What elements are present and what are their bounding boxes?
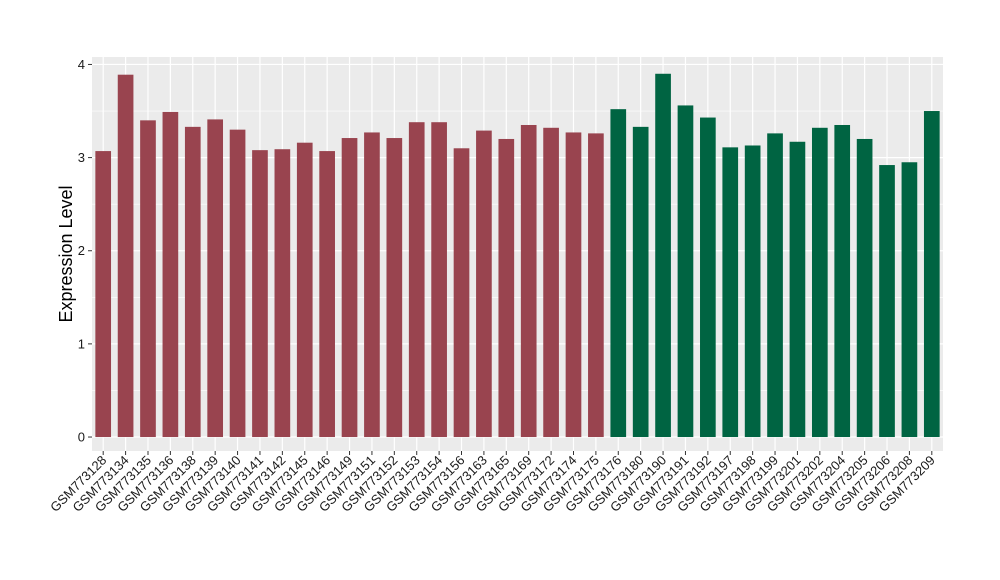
bar-gsm773180: [632, 126, 649, 438]
y-tick-label: 3: [78, 150, 85, 165]
y-axis-title: Expression Level: [56, 185, 76, 322]
bar-gsm773142: [274, 149, 291, 438]
bar-gsm773175: [588, 133, 604, 438]
y-tick-label: 1: [78, 336, 85, 351]
bar-gsm773199: [767, 133, 783, 438]
bar-gsm773176: [610, 109, 627, 438]
y-axis: 0 1 2 3 4: [78, 57, 92, 445]
bar-gsm773206: [879, 165, 895, 438]
bar-gsm773205: [856, 138, 873, 438]
bar-gsm773172: [543, 127, 559, 438]
bar-gsm773140: [229, 129, 246, 438]
bar-gsm773202: [811, 127, 828, 438]
bar-gsm773139: [207, 119, 224, 438]
bar-gsm773146: [319, 151, 335, 438]
bar-gsm773192: [700, 117, 716, 438]
bar-gsm773145: [296, 142, 313, 438]
bar-gsm773197: [722, 147, 739, 438]
bar-gsm773153: [408, 122, 425, 438]
bar-gsm773204: [834, 124, 851, 438]
x-axis: GSM773128GSM773134GSM773135GSM773136GSM7…: [47, 451, 938, 515]
bar-gsm773165: [498, 138, 515, 438]
bar-gsm773141: [252, 150, 268, 438]
y-tick-label: 4: [78, 57, 85, 72]
bar-gsm773156: [453, 148, 470, 438]
bar-gsm773151: [364, 132, 380, 438]
bar-gsm773152: [386, 138, 403, 438]
bar-gsm773169: [520, 124, 537, 438]
bar-gsm773198: [744, 145, 761, 438]
bar-gsm773134: [117, 74, 134, 438]
bars: [95, 73, 940, 438]
bar-gsm773149: [341, 138, 358, 438]
bar-gsm773191: [677, 105, 694, 438]
bar-gsm773201: [789, 141, 806, 438]
y-tick-label: 0: [78, 430, 85, 445]
bar-gsm773190: [655, 73, 671, 438]
bar-gsm773128: [95, 151, 112, 438]
bar-gsm773163: [476, 130, 492, 438]
bar-gsm773209: [923, 111, 940, 438]
bar-gsm773138: [184, 126, 201, 438]
bar-gsm773208: [901, 162, 918, 438]
y-tick-label: 2: [78, 243, 85, 258]
bar-gsm773154: [431, 122, 447, 438]
bar-gsm773135: [140, 120, 156, 438]
bar-gsm773136: [162, 111, 179, 438]
bar-gsm773174: [565, 132, 582, 438]
